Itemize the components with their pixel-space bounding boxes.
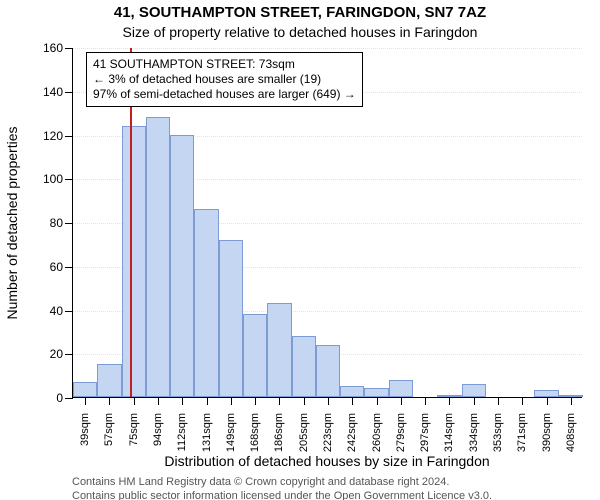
y-tick-label: 100 (43, 172, 63, 186)
y-tick-label: 80 (50, 216, 63, 230)
y-tick-label: 60 (50, 260, 63, 274)
x-tick (449, 397, 450, 405)
x-tick (352, 397, 353, 405)
x-tick (109, 397, 110, 405)
y-tick (65, 136, 73, 137)
x-tick (425, 397, 426, 405)
footer-line: Contains HM Land Registry data © Crown c… (72, 475, 492, 489)
x-tick-label: 408sqm (565, 413, 577, 452)
bar (462, 384, 486, 397)
y-tick-label: 40 (50, 304, 63, 318)
grid-line (73, 48, 582, 49)
x-tick (85, 397, 86, 405)
bar (73, 382, 97, 397)
x-tick-label: 131sqm (201, 413, 213, 452)
x-tick (279, 397, 280, 405)
y-tick (65, 223, 73, 224)
x-tick-label: 186sqm (273, 413, 285, 452)
bar (219, 240, 243, 398)
x-tick-label: 75sqm (128, 413, 140, 446)
x-tick (134, 397, 135, 405)
y-tick-label: 0 (56, 391, 63, 405)
x-tick-label: 205sqm (298, 413, 310, 452)
x-tick-label: 334sqm (468, 413, 480, 452)
x-tick (304, 397, 305, 405)
x-tick (328, 397, 329, 405)
x-tick (547, 397, 548, 405)
bar (364, 388, 388, 397)
y-tick-label: 140 (43, 85, 63, 99)
x-tick-label: 223sqm (322, 413, 334, 452)
x-tick-label: 242sqm (346, 413, 358, 452)
bar (122, 126, 146, 397)
x-tick (474, 397, 475, 405)
y-tick-label: 20 (50, 347, 63, 361)
x-tick (401, 397, 402, 405)
bar (316, 345, 340, 398)
bar (340, 386, 364, 397)
x-tick (377, 397, 378, 405)
info-line: 41 SOUTHAMPTON STREET: 73sqm (93, 57, 356, 72)
info-box: 41 SOUTHAMPTON STREET: 73sqm ← 3% of det… (86, 52, 363, 107)
footer: Contains HM Land Registry data © Crown c… (72, 475, 492, 500)
y-tick (65, 311, 73, 312)
bar (267, 303, 291, 397)
chart-title: 41, SOUTHAMPTON STREET, FARINGDON, SN7 7… (0, 4, 600, 22)
x-axis-title: Distribution of detached houses by size … (164, 453, 489, 469)
y-tick (65, 179, 73, 180)
x-tick (231, 397, 232, 405)
y-axis-title: Number of detached properties (4, 127, 20, 320)
y-tick (65, 398, 73, 399)
x-tick (498, 397, 499, 405)
y-tick-label: 120 (43, 129, 63, 143)
x-tick-label: 371sqm (516, 413, 528, 452)
x-tick-label: 279sqm (395, 413, 407, 452)
chart-container: 41, SOUTHAMPTON STREET, FARINGDON, SN7 7… (0, 0, 600, 500)
x-tick-label: 390sqm (541, 413, 553, 452)
y-tick (65, 354, 73, 355)
x-tick (158, 397, 159, 405)
bar (292, 336, 316, 397)
y-tick (65, 92, 73, 93)
x-tick (522, 397, 523, 405)
x-tick-label: 168sqm (249, 413, 261, 452)
x-tick (182, 397, 183, 405)
bar (389, 380, 413, 398)
y-tick (65, 267, 73, 268)
y-tick (65, 48, 73, 49)
x-tick-label: 57sqm (103, 413, 115, 446)
x-tick (571, 397, 572, 405)
info-line: 97% of semi-detached houses are larger (… (93, 87, 356, 102)
x-tick-label: 39sqm (79, 413, 91, 446)
info-line: ← 3% of detached houses are smaller (19) (93, 72, 356, 87)
y-tick-label: 160 (43, 41, 63, 55)
x-tick-label: 314sqm (443, 413, 455, 452)
bar (146, 117, 170, 397)
x-tick-label: 353sqm (492, 413, 504, 452)
x-tick-label: 149sqm (225, 413, 237, 452)
bar (243, 314, 267, 397)
x-tick-label: 260sqm (371, 413, 383, 452)
chart-subtitle: Size of property relative to detached ho… (0, 24, 600, 41)
bar (194, 209, 218, 397)
x-tick (255, 397, 256, 405)
bar (170, 135, 194, 398)
bar (97, 364, 121, 397)
x-tick-label: 297sqm (419, 413, 431, 452)
x-tick-label: 112sqm (176, 413, 188, 451)
x-tick (207, 397, 208, 405)
footer-line: Contains public sector information licen… (72, 489, 492, 500)
x-tick-label: 94sqm (152, 413, 164, 446)
